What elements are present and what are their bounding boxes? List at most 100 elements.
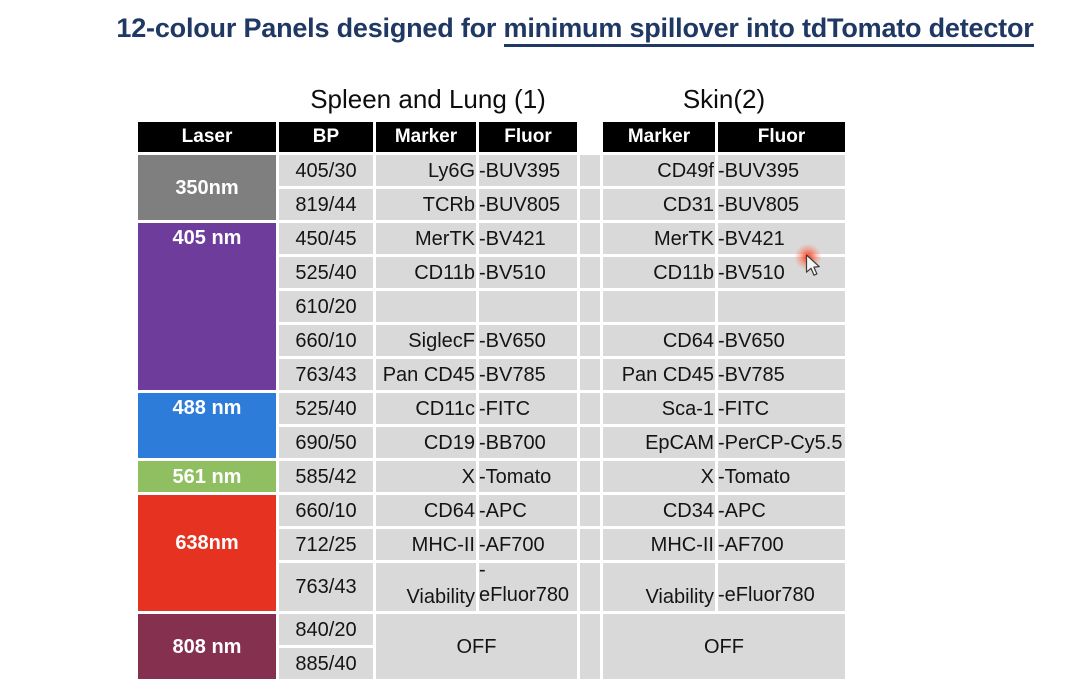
- fluor-cell: -PerCP-Cy5.5: [718, 427, 845, 458]
- off-cell-right: OFF: [603, 614, 845, 679]
- fluor-cell: -BV650: [479, 325, 577, 356]
- marker-cell: CD11b: [603, 257, 715, 288]
- marker-cell: MerTK: [376, 223, 476, 254]
- marker-cell: Ly6G: [376, 155, 476, 186]
- marker-cell: MHC-II: [603, 529, 715, 560]
- fluor-cell: -Tomato: [718, 461, 845, 492]
- marker-cell: X: [603, 461, 715, 492]
- marker-cell: CD64: [603, 325, 715, 356]
- fluor-cell: [479, 291, 577, 322]
- bp-cell: 763/43: [279, 359, 373, 390]
- bp-cell: 819/44: [279, 189, 373, 220]
- gap-cell: [580, 189, 600, 220]
- laser-cell-350nm: 350nm: [138, 155, 276, 220]
- column-header-fluor-5: Fluor: [718, 122, 845, 152]
- bp-cell: 840/20: [279, 614, 373, 645]
- fluor-cell: -Tomato: [479, 461, 577, 492]
- gap-cell: [580, 325, 600, 356]
- bp-cell: 525/40: [279, 393, 373, 424]
- marker-cell: Pan CD45: [603, 359, 715, 390]
- bp-cell: 525/40: [279, 257, 373, 288]
- fluor-cell: -FITC: [718, 393, 845, 424]
- fluor-cell: -APC: [718, 495, 845, 526]
- panel-title-skin: Skin(2): [682, 84, 766, 114]
- gap-cell: [580, 495, 600, 526]
- fluor-cell: -BV510: [479, 257, 577, 288]
- fluor-cell: -FITC: [479, 393, 577, 424]
- marker-cell: X: [376, 461, 476, 492]
- bp-cell: 660/10: [279, 325, 373, 356]
- laser-cell-638nm: 638nm: [138, 495, 276, 611]
- marker-cell: MerTK: [603, 223, 715, 254]
- page-title-text: 12-colour Panels designed for: [116, 13, 504, 43]
- marker-cell: SiglecF: [376, 325, 476, 356]
- bp-cell: 690/50: [279, 427, 373, 458]
- gap-cell: [580, 427, 600, 458]
- gap-cell: [580, 223, 600, 254]
- fluor-cell: -AF700: [718, 529, 845, 560]
- marker-cell: MHC-II: [376, 529, 476, 560]
- fluor-cell: -BV785: [479, 359, 577, 390]
- bp-cell: 450/45: [279, 223, 373, 254]
- gap-cell: [580, 563, 600, 611]
- bp-cell: 610/20: [279, 291, 373, 322]
- fluor-cell: -BV421: [718, 223, 845, 254]
- fluor-cell: -eFluor780: [718, 563, 845, 611]
- fluor-cell: -BUV805: [479, 189, 577, 220]
- gap-cell: [580, 614, 600, 679]
- bp-cell: 585/42: [279, 461, 373, 492]
- bp-cell: 405/30: [279, 155, 373, 186]
- marker-cell: CD31: [603, 189, 715, 220]
- fluor-cell: -BB700: [479, 427, 577, 458]
- gap-cell: [580, 291, 600, 322]
- off-cell-left: OFF: [376, 614, 577, 679]
- fluor-cell: -BV421: [479, 223, 577, 254]
- fluor-cell: -BUV395: [718, 155, 845, 186]
- laser-cell-405nm: 405 nm: [138, 223, 276, 390]
- column-header-marker-4: Marker: [603, 122, 715, 152]
- fluor-cell: -BUV395: [479, 155, 577, 186]
- fluor-cell: -BV510: [718, 257, 845, 288]
- marker-cell: Pan CD45: [376, 359, 476, 390]
- marker-cell: CD64: [376, 495, 476, 526]
- gap-cell: [580, 393, 600, 424]
- marker-cell: CD11c: [376, 393, 476, 424]
- fluor-cell: [718, 291, 845, 322]
- marker-cell: CD34: [603, 495, 715, 526]
- marker-cell: CD49f: [603, 155, 715, 186]
- gap-cell: [580, 257, 600, 288]
- marker-cell: Viability: [376, 563, 476, 611]
- gap-cell: [580, 461, 600, 492]
- bp-cell: 660/10: [279, 495, 373, 526]
- fluor-cell: -APC: [479, 495, 577, 526]
- fluor-cell: -BV650: [718, 325, 845, 356]
- marker-cell: Sca-1: [603, 393, 715, 424]
- laser-cell-488nm: 488 nm: [138, 393, 276, 458]
- laser-cell-808nm: 808 nm: [138, 614, 276, 679]
- marker-cell: [376, 291, 476, 322]
- marker-cell: Viability: [603, 563, 715, 611]
- column-header-laser-0: Laser: [138, 122, 276, 152]
- column-header-fluor-3: Fluor: [479, 122, 577, 152]
- fluor-cell: -BUV805: [718, 189, 845, 220]
- page-title-underlined-text: minimum spillover into tdTomato detector: [503, 13, 1034, 47]
- fluor-cell: - eFluor780: [479, 563, 577, 611]
- panel-table: Laser BP Marker Fluor Marker Fluor 350nm 405 nm…: [138, 122, 845, 679]
- gap-cell: [580, 529, 600, 560]
- page-title: 12-colour Panels designed for minimum sp…: [0, 13, 1080, 47]
- gap-cell: [580, 155, 600, 186]
- fluor-cell: -BV785: [718, 359, 845, 390]
- bp-cell: 763/43: [279, 563, 373, 611]
- panel-title-spleen-lung: Spleen and Lung (1): [310, 84, 546, 114]
- marker-cell: CD19: [376, 427, 476, 458]
- marker-cell: EpCAM: [603, 427, 715, 458]
- marker-cell: TCRb: [376, 189, 476, 220]
- laser-cell-561nm: 561 nm: [138, 461, 276, 492]
- marker-cell: [603, 291, 715, 322]
- marker-cell: CD11b: [376, 257, 476, 288]
- column-header-bp-1: BP: [279, 122, 373, 152]
- column-header-marker-2: Marker: [376, 122, 476, 152]
- bp-cell: 712/25: [279, 529, 373, 560]
- bp-cell: 885/40: [279, 648, 373, 679]
